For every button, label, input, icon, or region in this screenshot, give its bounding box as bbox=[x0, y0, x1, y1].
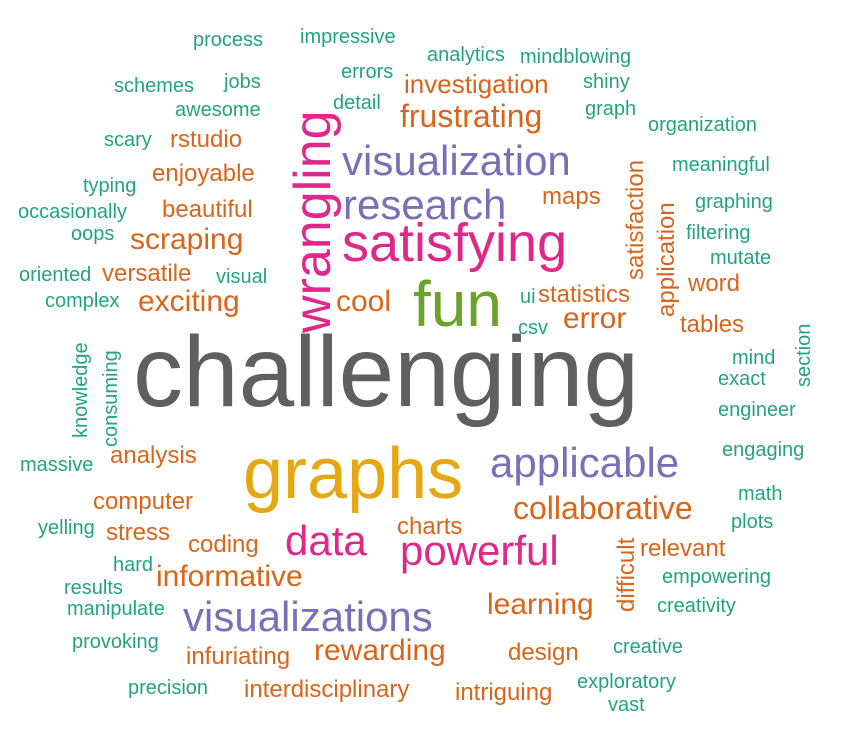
word-oops: oops bbox=[71, 223, 115, 245]
word-ui: ui bbox=[520, 286, 536, 308]
word-visualizations: visualizations bbox=[183, 593, 433, 640]
word-learning: learning bbox=[487, 588, 594, 621]
word-precision: precision bbox=[128, 677, 209, 699]
word-scraping: scraping bbox=[130, 223, 244, 256]
word-maps: maps bbox=[542, 183, 601, 210]
word-graphs: graphs bbox=[243, 434, 464, 514]
word-data: data bbox=[285, 517, 367, 564]
word-massive: massive bbox=[20, 454, 94, 476]
word-exciting: exciting bbox=[138, 285, 240, 318]
word-relevant: relevant bbox=[640, 535, 726, 562]
word-collaborative: collaborative bbox=[513, 490, 693, 526]
word-mutate: mutate bbox=[710, 247, 772, 269]
word-filtering: filtering bbox=[686, 222, 751, 244]
word-rstudio: rstudio bbox=[170, 126, 243, 153]
word-visualization: visualization bbox=[342, 137, 571, 184]
word-process: process bbox=[193, 29, 264, 51]
word-frustrating: frustrating bbox=[400, 98, 543, 134]
word-empowering: empowering bbox=[662, 566, 771, 588]
word-charts: charts bbox=[397, 513, 463, 540]
word-math: math bbox=[738, 483, 783, 505]
word-rewarding: rewarding bbox=[314, 634, 446, 667]
word-analytics: analytics bbox=[427, 44, 505, 66]
word-fun: fun bbox=[413, 268, 502, 340]
word-coding: coding bbox=[188, 531, 259, 558]
word-engaging: engaging bbox=[722, 439, 805, 461]
word-scary: scary bbox=[104, 129, 152, 151]
word-provoking: provoking bbox=[72, 631, 159, 653]
word-graph: graph bbox=[585, 98, 637, 120]
word-tables: tables bbox=[680, 311, 745, 338]
word-jobs: jobs bbox=[224, 71, 261, 93]
word-organization: organization bbox=[648, 114, 757, 136]
word-investigation: investigation bbox=[404, 69, 549, 99]
word-informative: informative bbox=[156, 560, 303, 593]
word-satisfying: satisfying bbox=[342, 213, 568, 273]
word-interdisciplinary: interdisciplinary bbox=[244, 676, 410, 703]
word-awesome: awesome bbox=[175, 99, 261, 121]
word-cool: cool bbox=[336, 285, 392, 318]
word-impressive: impressive bbox=[300, 26, 396, 48]
word-wrangling: wrangling bbox=[284, 110, 342, 333]
word-computer: computer bbox=[93, 488, 194, 515]
word-beautiful: beautiful bbox=[162, 196, 253, 223]
word-typing: typing bbox=[83, 175, 137, 197]
word-consuming: consuming bbox=[100, 350, 122, 447]
word-mind: mind bbox=[732, 347, 776, 369]
word-oriented: oriented bbox=[19, 264, 92, 286]
word-word: word bbox=[688, 270, 741, 297]
word-errors: errors bbox=[341, 61, 394, 83]
word-exact: exact bbox=[718, 368, 766, 390]
word-error: error bbox=[563, 302, 627, 335]
word-creative: creative bbox=[613, 636, 684, 658]
word-satisfaction: satisfaction bbox=[622, 159, 649, 280]
word-yelling: yelling bbox=[38, 517, 95, 539]
word-applicable: applicable bbox=[490, 439, 680, 486]
word-results: results bbox=[64, 577, 123, 599]
word-meaningful: meaningful bbox=[672, 154, 770, 176]
word-powerful: powerful bbox=[400, 527, 559, 574]
word-schemes: schemes bbox=[114, 75, 195, 97]
word-vast: vast bbox=[608, 694, 645, 716]
word-research: research bbox=[343, 181, 507, 228]
word-stress: stress bbox=[106, 519, 171, 546]
word-knowledge: knowledge bbox=[70, 342, 92, 438]
word-analysis: analysis bbox=[110, 442, 197, 469]
word-mindblowing: mindblowing bbox=[520, 46, 632, 68]
word-exploratory: exploratory bbox=[577, 671, 676, 693]
word-hard: hard bbox=[113, 554, 154, 576]
word-infuriating: infuriating bbox=[186, 643, 291, 670]
word-section: section bbox=[793, 323, 815, 387]
word-detail: detail bbox=[333, 92, 381, 114]
word-creativity: creativity bbox=[657, 595, 736, 617]
word-engineer: engineer bbox=[718, 399, 796, 421]
word-graphing: graphing bbox=[695, 191, 773, 213]
word-design: design bbox=[508, 639, 579, 666]
word-versatile: versatile bbox=[102, 260, 192, 287]
word-manipulate: manipulate bbox=[67, 598, 165, 620]
word-csv: csv bbox=[518, 317, 548, 339]
word-shiny: shiny bbox=[583, 71, 630, 93]
word-application: application bbox=[653, 202, 680, 317]
word-enjoyable: enjoyable bbox=[152, 160, 255, 187]
word-visual: visual bbox=[216, 266, 268, 288]
word-plots: plots bbox=[731, 511, 774, 533]
word-challenging: challenging bbox=[133, 316, 639, 428]
word-intriguing: intriguing bbox=[455, 679, 553, 706]
word-occasionally: occasionally bbox=[18, 201, 127, 223]
word-complex: complex bbox=[45, 290, 120, 312]
word-statistics: statistics bbox=[538, 281, 631, 308]
word-difficult: difficult bbox=[613, 537, 640, 612]
